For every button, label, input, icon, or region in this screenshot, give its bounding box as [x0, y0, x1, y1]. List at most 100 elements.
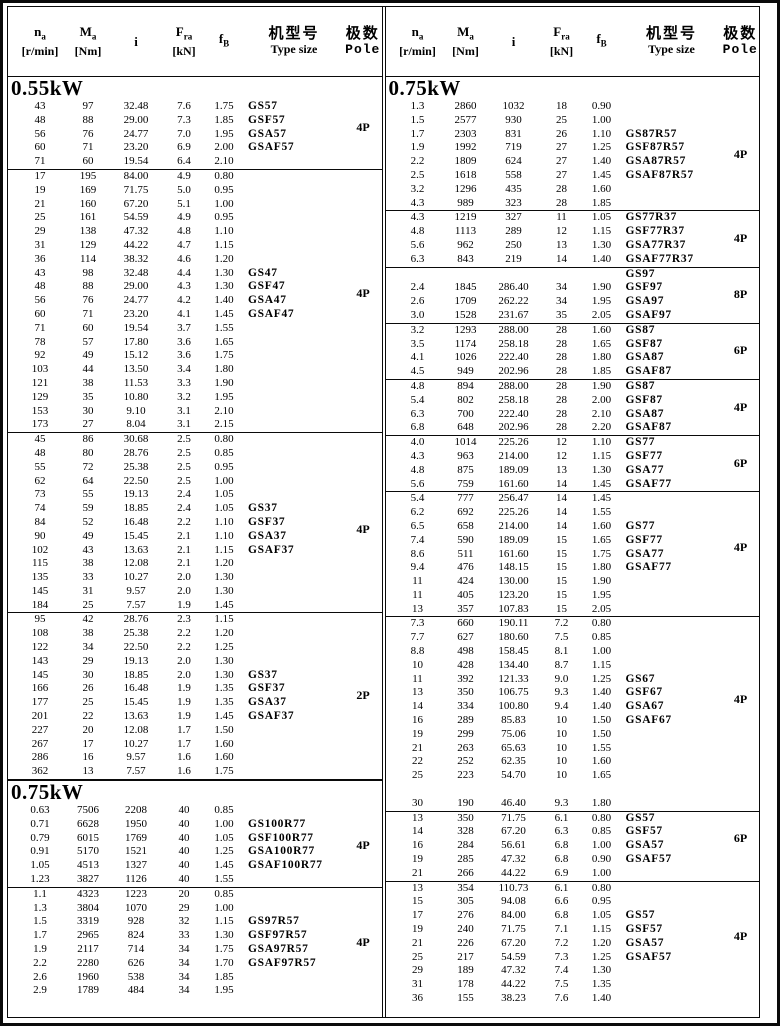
cell-ma-nm: 20: [82, 723, 94, 736]
type-size-label: GSF37: [248, 515, 286, 528]
cell-ma-nm: 1789: [77, 984, 99, 997]
cell-fra-kn: 3.1: [177, 404, 191, 417]
cell-fra-kn: 40: [178, 831, 190, 844]
cell-fra-kn: 10: [556, 755, 567, 768]
cell-fb-factor: 0.85: [591, 825, 612, 838]
type-size-labels: GS87 GSF87 GSA87 GSAF87: [626, 380, 672, 435]
type-size-label: GSAF77R37: [625, 252, 694, 265]
table-row: 0.71 6628 1950 40 1.00: [8, 818, 382, 832]
header-pole-unit: Pole: [345, 42, 381, 57]
table-row: 21 263 65.63 10 1.55: [386, 742, 760, 756]
cell-fra-kn: 8.7: [554, 658, 569, 671]
cell-ratio-i: 225.26: [498, 506, 529, 519]
cell-ratio-i: 262.22: [498, 295, 529, 308]
header-fra-kn: Fra [kN]: [164, 7, 204, 76]
cell-fb-factor: 1.75: [214, 100, 234, 112]
cell-fb-factor: 1.00: [591, 645, 612, 658]
cell-ma-nm: 49: [82, 349, 94, 362]
cell-fra-kn: 14: [556, 506, 567, 519]
cell-ratio-i: 100.80: [498, 700, 529, 713]
cell-ratio-i: 94.08: [501, 895, 526, 908]
cell-na-rpm: 21: [412, 936, 423, 949]
cell-fra-kn: 6.4: [177, 155, 191, 168]
table-row: 0.79 6015 1769 40 1.05: [8, 832, 382, 846]
cell-fra-kn: 3.3: [177, 376, 191, 389]
cell-fra-kn: 28: [556, 196, 567, 209]
cell-fra-kn: 2.5: [177, 446, 191, 459]
cell-ratio-i: 10.27: [123, 737, 149, 750]
cell-ma-nm: 2117: [77, 943, 99, 956]
cell-ratio-i: 1950: [125, 817, 147, 830]
cell-ma-nm: 223: [457, 769, 474, 782]
cell-fb-factor: 1.60: [591, 323, 612, 336]
header-ma-nm-label: Ma: [79, 23, 97, 42]
cell-ratio-i: 158.45: [498, 645, 529, 658]
cell-fb-factor: 1.45: [214, 598, 234, 611]
cell-ratio-i: 23.20: [123, 141, 149, 154]
cell-fra-kn: 12: [556, 436, 567, 449]
cell-ma-nm: 43: [82, 543, 94, 556]
cell-ma-nm: 357: [457, 602, 474, 615]
cell-fb-factor: 1.45: [591, 492, 612, 505]
cell-fra-kn: 1.7: [177, 737, 191, 750]
cell-fb-factor: 1.85: [214, 113, 234, 126]
table-row: 95 42 28.76 2.3 1.15: [8, 613, 382, 627]
cell-na-rpm: 17: [34, 169, 46, 182]
cell-ma-nm: 949: [457, 365, 474, 378]
cell-ratio-i: 121.33: [498, 672, 529, 685]
cell-fb-factor: 1.95: [214, 127, 234, 140]
header-fb-factor-label: fB: [218, 31, 230, 49]
cell-fra-kn: 1.9: [177, 682, 191, 695]
cell-ma-nm: 658: [457, 519, 474, 532]
cell-ratio-i: 32.48: [123, 100, 149, 112]
cell-na-rpm: 11: [412, 672, 423, 685]
cell-fb-factor: 1.45: [591, 477, 612, 490]
cell-fb-factor: 0.95: [591, 895, 612, 908]
table-row: 4.3 1219 327 11 1.05: [386, 211, 760, 225]
cell-fb-factor: 1.35: [214, 682, 234, 695]
data-block: 45 86 30.68 2.5 0.80 48 80 28.76 2.5 0.85 55 72 25.3…: [8, 432, 382, 612]
cell-ma-nm: 6015: [77, 831, 99, 844]
cell-fb-factor: 1.60: [591, 519, 612, 532]
cell-fb-factor: 1.55: [591, 506, 612, 519]
cell-fra-kn: 27: [556, 168, 567, 181]
table-row: 7.4 590 189.09 15 1.65: [386, 534, 760, 548]
cell-na-rpm: 2.4: [410, 281, 425, 294]
cell-na-rpm: 22: [412, 755, 423, 768]
cell-ratio-i: 24.77: [123, 294, 149, 307]
cell-na-rpm: 30: [412, 796, 423, 809]
cell-na-rpm: 31: [412, 978, 423, 991]
cell-fb-factor: 1.15: [591, 658, 612, 671]
table-row: 1.9 1992 719 27 1.25: [386, 141, 760, 155]
cell-fra-kn: 10: [556, 741, 567, 754]
cell-fra-kn: 7.6: [554, 992, 569, 1004]
cell-ratio-i: 9.57: [126, 584, 146, 597]
cell-na-rpm: [390, 268, 446, 282]
cell-fra-kn: 1.9: [177, 710, 191, 723]
cell-ma-nm: 2280: [77, 956, 99, 969]
header-pole-unit: Pole: [722, 42, 758, 57]
cell-fb-factor: 1.05: [591, 211, 612, 224]
header-pole-label: 极数: [723, 25, 758, 42]
cell-fra-kn: 2.1: [177, 557, 191, 570]
cell-na-rpm: 3.0: [410, 308, 425, 321]
cell-fb-factor: 1.70: [214, 956, 234, 969]
cell-fra-kn: 7.3: [554, 950, 569, 963]
cell-ratio-i: 84.00: [501, 909, 526, 922]
table-row: 11 424 130.00 15 1.90: [386, 575, 760, 589]
cell-ratio-i: 15.45: [123, 529, 149, 542]
cell-na-rpm: 166: [31, 682, 49, 695]
table-row: 1.1 4323 1223 20 0.85: [8, 888, 382, 902]
cell-fra-kn: 2.1: [177, 543, 191, 556]
table-row: 43 97 32.48 7.6 1.75: [8, 100, 382, 114]
cell-ratio-i: 202.96: [498, 421, 529, 434]
cell-na-rpm: 14: [412, 700, 423, 713]
cell-fra-kn: 26: [556, 127, 567, 140]
cell-na-rpm: 13: [412, 811, 423, 824]
cell-ma-nm: 1992: [454, 141, 477, 154]
table-row: 103 44 13.50 3.4 1.80: [8, 363, 382, 377]
table-row: 74 59 18.85 2.4 1.05: [8, 502, 382, 516]
cell-na-rpm: 15: [412, 895, 423, 908]
cell-ratio-i: 25.38: [123, 627, 149, 640]
type-size-label: GSAF57: [625, 950, 672, 963]
